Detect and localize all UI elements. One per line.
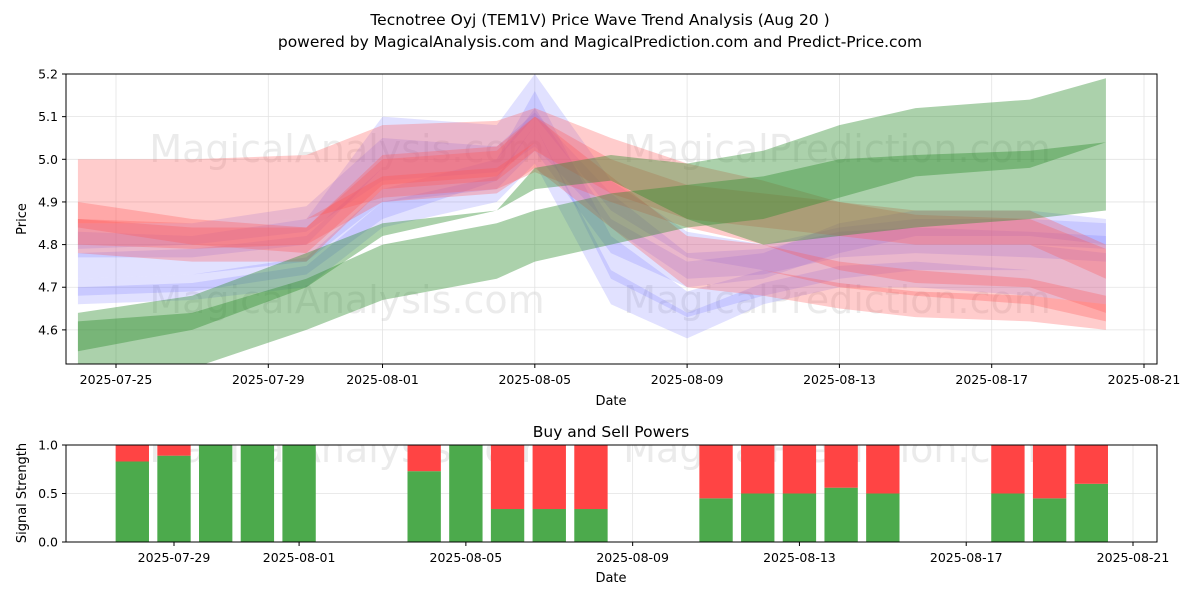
buy-bar [282,445,316,542]
sell-bar [490,445,525,510]
watermark: MagicalPrediction.com [623,278,1051,322]
buy-bar [782,493,817,542]
price-grid [66,73,1157,364]
buy-bar [407,471,441,542]
watermark: MagicalAnalysis.com [149,278,544,322]
watermark: MagicalPrediction.com [623,127,1051,171]
buy-sell-chart: Buy and Sell Powers MagicalAnalysis.com … [15,423,1169,586]
buy-bar [157,455,191,542]
price-band-blue-3 [77,108,1106,288]
sell-bar [782,445,817,494]
buy-bar [532,509,566,542]
sell-bar [699,445,733,499]
x-tick-label: 2025-08-13 [763,550,836,565]
signal-x-label: Date [595,571,626,586]
sell-bar [115,445,149,462]
x-tick-label: 2025-08-09 [596,550,669,565]
price-wave-chart: MagicalAnalysis.com MagicalPrediction.co… [15,67,1180,410]
y-tick-label: 4.8 [38,237,58,252]
figure-title: Tecnotree Oyj (TEM1V) Price Wave Trend A… [369,11,829,29]
x-tick-label: 2025-08-09 [651,372,724,387]
buy-bar [490,509,525,542]
y-tick-label: 4.6 [38,322,58,337]
x-tick-label: 2025-08-21 [1097,550,1170,565]
y-tick-label: 5.2 [38,67,58,82]
buy-bar [199,445,233,542]
signal-y-label: Signal Strength [15,443,30,543]
price-band-red-3 [77,116,1106,279]
price-band-blue-5 [77,74,1106,271]
price-band-blue-2 [77,112,1106,279]
sell-bar [574,445,608,510]
sell-bar [741,445,775,494]
buy-bar [1074,483,1108,542]
x-tick-label: 2025-08-21 [1108,372,1181,387]
x-tick-label: 2025-08-17 [930,550,1003,565]
x-tick-label: 2025-08-01 [346,372,419,387]
buy-bar [449,445,483,542]
price-band-green-2 [77,78,1106,352]
y-tick-label: 5.1 [38,109,58,124]
price-plot-frame [65,73,1158,365]
sell-bar [407,445,441,472]
sell-bar [1032,445,1067,499]
price-band-blue-4 [77,125,1106,339]
sell-bar [866,445,900,494]
price-band-red-4 [77,142,1106,330]
y-tick-label: 5.0 [38,152,58,167]
price-band-red-2 [77,116,1106,322]
buy-bar [866,493,900,542]
buy-bar [824,487,858,542]
signal-bars [115,445,1108,542]
price-x-ticks: 2025-07-25 2025-07-29 2025-08-01 2025-08-05… [80,364,1181,387]
price-band-green-1 [77,142,1106,364]
signal-y-ticks: 0.0 0.5 1.0 [38,438,66,550]
price-bands [77,74,1106,364]
price-x-label: Date [595,394,626,409]
x-tick-label: 2025-08-17 [955,372,1028,387]
y-tick-label: 0.5 [38,486,58,501]
sell-bar [824,445,858,488]
price-band-red-1 [77,108,1106,313]
sell-bar [1074,445,1108,484]
buy-bar [240,445,275,542]
buy-bar [741,493,775,542]
x-tick-label: 2025-07-29 [232,372,305,387]
sell-bar [991,445,1025,494]
x-tick-label: 2025-07-25 [80,372,153,387]
y-tick-label: 0.0 [38,535,58,550]
x-tick-label: 2025-08-05 [498,372,571,387]
y-tick-label: 4.7 [38,280,58,295]
buy-bar [991,493,1025,542]
sell-bar [532,445,566,510]
buy-bar [115,461,149,542]
y-tick-label: 4.9 [38,194,58,209]
price-band-blue-1 [77,91,1106,318]
x-tick-label: 2025-07-29 [138,550,211,565]
price-y-ticks: 4.6 4.7 4.8 4.9 5.0 5.1 5.2 [38,67,66,337]
signal-x-ticks: 2025-07-29 2025-08-01 2025-08-05 2025-08-09… [138,542,1170,565]
buy-sell-title: Buy and Sell Powers [533,423,690,441]
watermark: MagicalAnalysis.com [149,127,544,171]
y-tick-label: 1.0 [38,438,58,453]
buy-bar [574,509,608,542]
x-tick-label: 2025-08-05 [430,550,503,565]
price-watermarks: MagicalAnalysis.com MagicalPrediction.co… [149,127,1050,322]
x-tick-label: 2025-08-01 [263,550,336,565]
buy-bar [1032,498,1067,542]
price-y-label: Price [15,203,30,235]
sell-bar [157,445,191,456]
buy-bar [699,498,733,542]
figure-subtitle: powered by MagicalAnalysis.com and Magic… [278,33,922,51]
x-tick-label: 2025-08-13 [803,372,876,387]
